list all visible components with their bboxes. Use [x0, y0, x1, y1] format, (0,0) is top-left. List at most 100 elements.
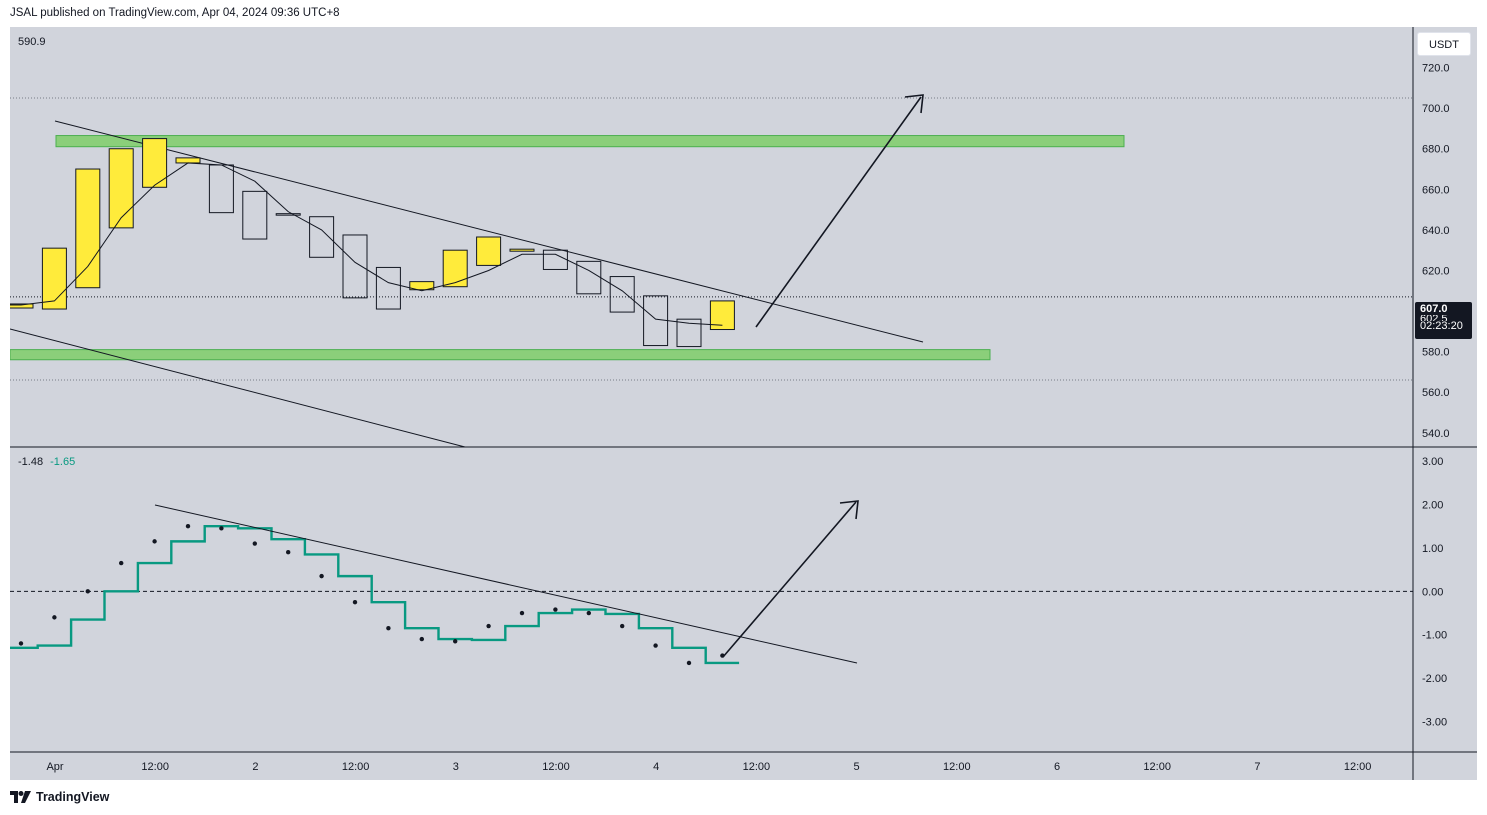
indicator-dot-0 — [18, 641, 24, 646]
price-tick-5: 620.0 — [1422, 265, 1450, 277]
last-price: 607.0 — [1420, 303, 1448, 315]
indicator-tick-4: -1.00 — [1422, 630, 1447, 642]
time-tick-9: 12:00 — [943, 761, 971, 773]
indicator-dots — [18, 523, 725, 666]
tradingview-logo-icon — [10, 791, 31, 803]
publish-header: JSAL published on TradingView.com, Apr 0… — [10, 7, 340, 19]
candle-16 — [542, 249, 568, 270]
time-tick-0: Apr — [46, 761, 63, 773]
ohlc-legend: 590.9 — [18, 36, 46, 48]
moving-average-line — [10, 162, 723, 326]
brand-name: TradingView — [36, 790, 110, 804]
indicator-dot-18 — [620, 623, 625, 629]
overlapped-price: 602.5 — [1420, 315, 1448, 321]
support-zone-1 — [10, 349, 991, 361]
candle-8 — [275, 213, 301, 216]
candle-6 — [208, 164, 234, 214]
price-tick-4: 640.0 — [1422, 225, 1450, 237]
indicator-dot-12 — [419, 636, 424, 642]
time-tick-8: 5 — [854, 761, 860, 773]
time-tick-11: 12:00 — [1143, 761, 1171, 773]
bar-countdown: 02:23:20 — [1420, 320, 1463, 332]
indicator-tick-1: 2.00 — [1422, 499, 1443, 511]
last-price-tag: 607.0 602.5 02:23:20 — [1415, 302, 1472, 339]
indicator-dot-10 — [352, 599, 358, 605]
indicator-dot-9 — [319, 573, 324, 579]
price-axis-labels: 720.0700.0680.0660.0640.0620.0600.0580.0… — [1422, 63, 1450, 440]
indicator-tick-3: 0.00 — [1422, 586, 1443, 598]
indicator-dot-2 — [85, 589, 91, 594]
indicator-dot-16 — [553, 607, 558, 612]
candle-0 — [10, 303, 34, 309]
indicator-axis-labels: 3.00 2.00 1.00 0.00 -1.00 -2.00 -3.00 — [1422, 456, 1447, 729]
grid-layer — [10, 97, 1413, 592]
support-zones[interactable] — [10, 135, 1125, 361]
price-tick-0: 720.0 — [1422, 63, 1450, 75]
chart-canvas[interactable]: 720.0700.0680.0660.0640.0620.0600.0580.0… — [10, 27, 1477, 780]
indicator-step-line — [10, 524, 740, 665]
currency-button[interactable]: USDT — [1417, 32, 1471, 56]
indicator-dot-6 — [219, 526, 224, 531]
time-tick-4: 3 — [453, 761, 459, 773]
support-zone-0 — [55, 135, 1125, 148]
indicator-arrow-head-icon — [839, 500, 859, 520]
upper-trendline[interactable] — [54, 120, 924, 343]
time-tick-12: 7 — [1254, 761, 1260, 773]
time-tick-7: 12:00 — [743, 761, 771, 773]
price-tick-8: 560.0 — [1422, 387, 1450, 399]
indicator-legend: -1.48 -1.65 — [18, 456, 75, 468]
candle-1 — [41, 247, 67, 310]
time-tick-5: 12:00 — [542, 761, 570, 773]
indicator-tick-0: 3.00 — [1422, 456, 1443, 468]
indicator-dot-1 — [52, 615, 57, 620]
indicator-tick-6: -3.00 — [1422, 717, 1447, 729]
indicator-dot-20 — [686, 660, 692, 666]
candles-layer[interactable] — [10, 138, 735, 348]
indicator-dot-5 — [185, 523, 191, 529]
lower-trendline[interactable] — [10, 328, 466, 448]
chart-area[interactable]: 720.0700.0680.0660.0640.0620.0600.0580.0… — [10, 27, 1477, 780]
indicator-value-1: -1.48 — [18, 456, 44, 468]
price-tick-3: 660.0 — [1422, 184, 1450, 196]
candle-7 — [242, 190, 268, 240]
candle-11 — [375, 266, 401, 310]
candle-12 — [409, 281, 435, 291]
time-tick-1: 12:00 — [141, 761, 169, 773]
indicator-dot-11 — [386, 626, 391, 631]
candle-5 — [175, 157, 201, 164]
price-tick-2: 680.0 — [1422, 144, 1450, 156]
candle-18 — [609, 276, 635, 313]
candle-20 — [676, 318, 702, 348]
candle-14 — [476, 236, 502, 266]
candle-10 — [342, 234, 368, 299]
indicator-tick-2: 1.00 — [1422, 543, 1443, 555]
projection-arrow[interactable] — [755, 96, 922, 328]
indicator-dot-4 — [152, 539, 157, 544]
price-tick-9: 540.0 — [1422, 428, 1450, 440]
indicator-dot-3 — [119, 560, 124, 566]
indicator-dot-15 — [519, 610, 525, 616]
indicator-tick-5: -2.00 — [1422, 673, 1447, 685]
time-tick-10: 6 — [1054, 761, 1060, 773]
time-axis-labels: Apr 12:00 2 12:00 3 12:00 4 12:00 5 12:00 6 12:00 7 1… — [46, 761, 1371, 773]
candle-2 — [75, 168, 101, 289]
candle-13 — [442, 249, 468, 288]
footer-brand[interactable]: TradingView — [10, 790, 109, 804]
indicator-dot-13 — [453, 639, 458, 644]
time-tick-6: 4 — [653, 761, 659, 773]
indicator-dot-7 — [252, 541, 257, 546]
indicator-dot-8 — [286, 550, 291, 555]
candle-9 — [309, 216, 335, 258]
indicator-projection-arrow[interactable] — [722, 501, 857, 658]
time-tick-3: 12:00 — [342, 761, 370, 773]
candle-15 — [509, 248, 535, 252]
candle-4 — [142, 138, 168, 188]
indicator-dot-19 — [653, 643, 658, 648]
indicator-dot-14 — [486, 623, 491, 629]
time-tick-2: 2 — [252, 761, 258, 773]
time-tick-13: 12:00 — [1344, 761, 1372, 773]
candle-3 — [108, 148, 134, 229]
arrow-head-icon — [904, 94, 924, 114]
indicator-value-2: -1.65 — [50, 456, 76, 468]
indicator-dot-17 — [586, 610, 591, 616]
